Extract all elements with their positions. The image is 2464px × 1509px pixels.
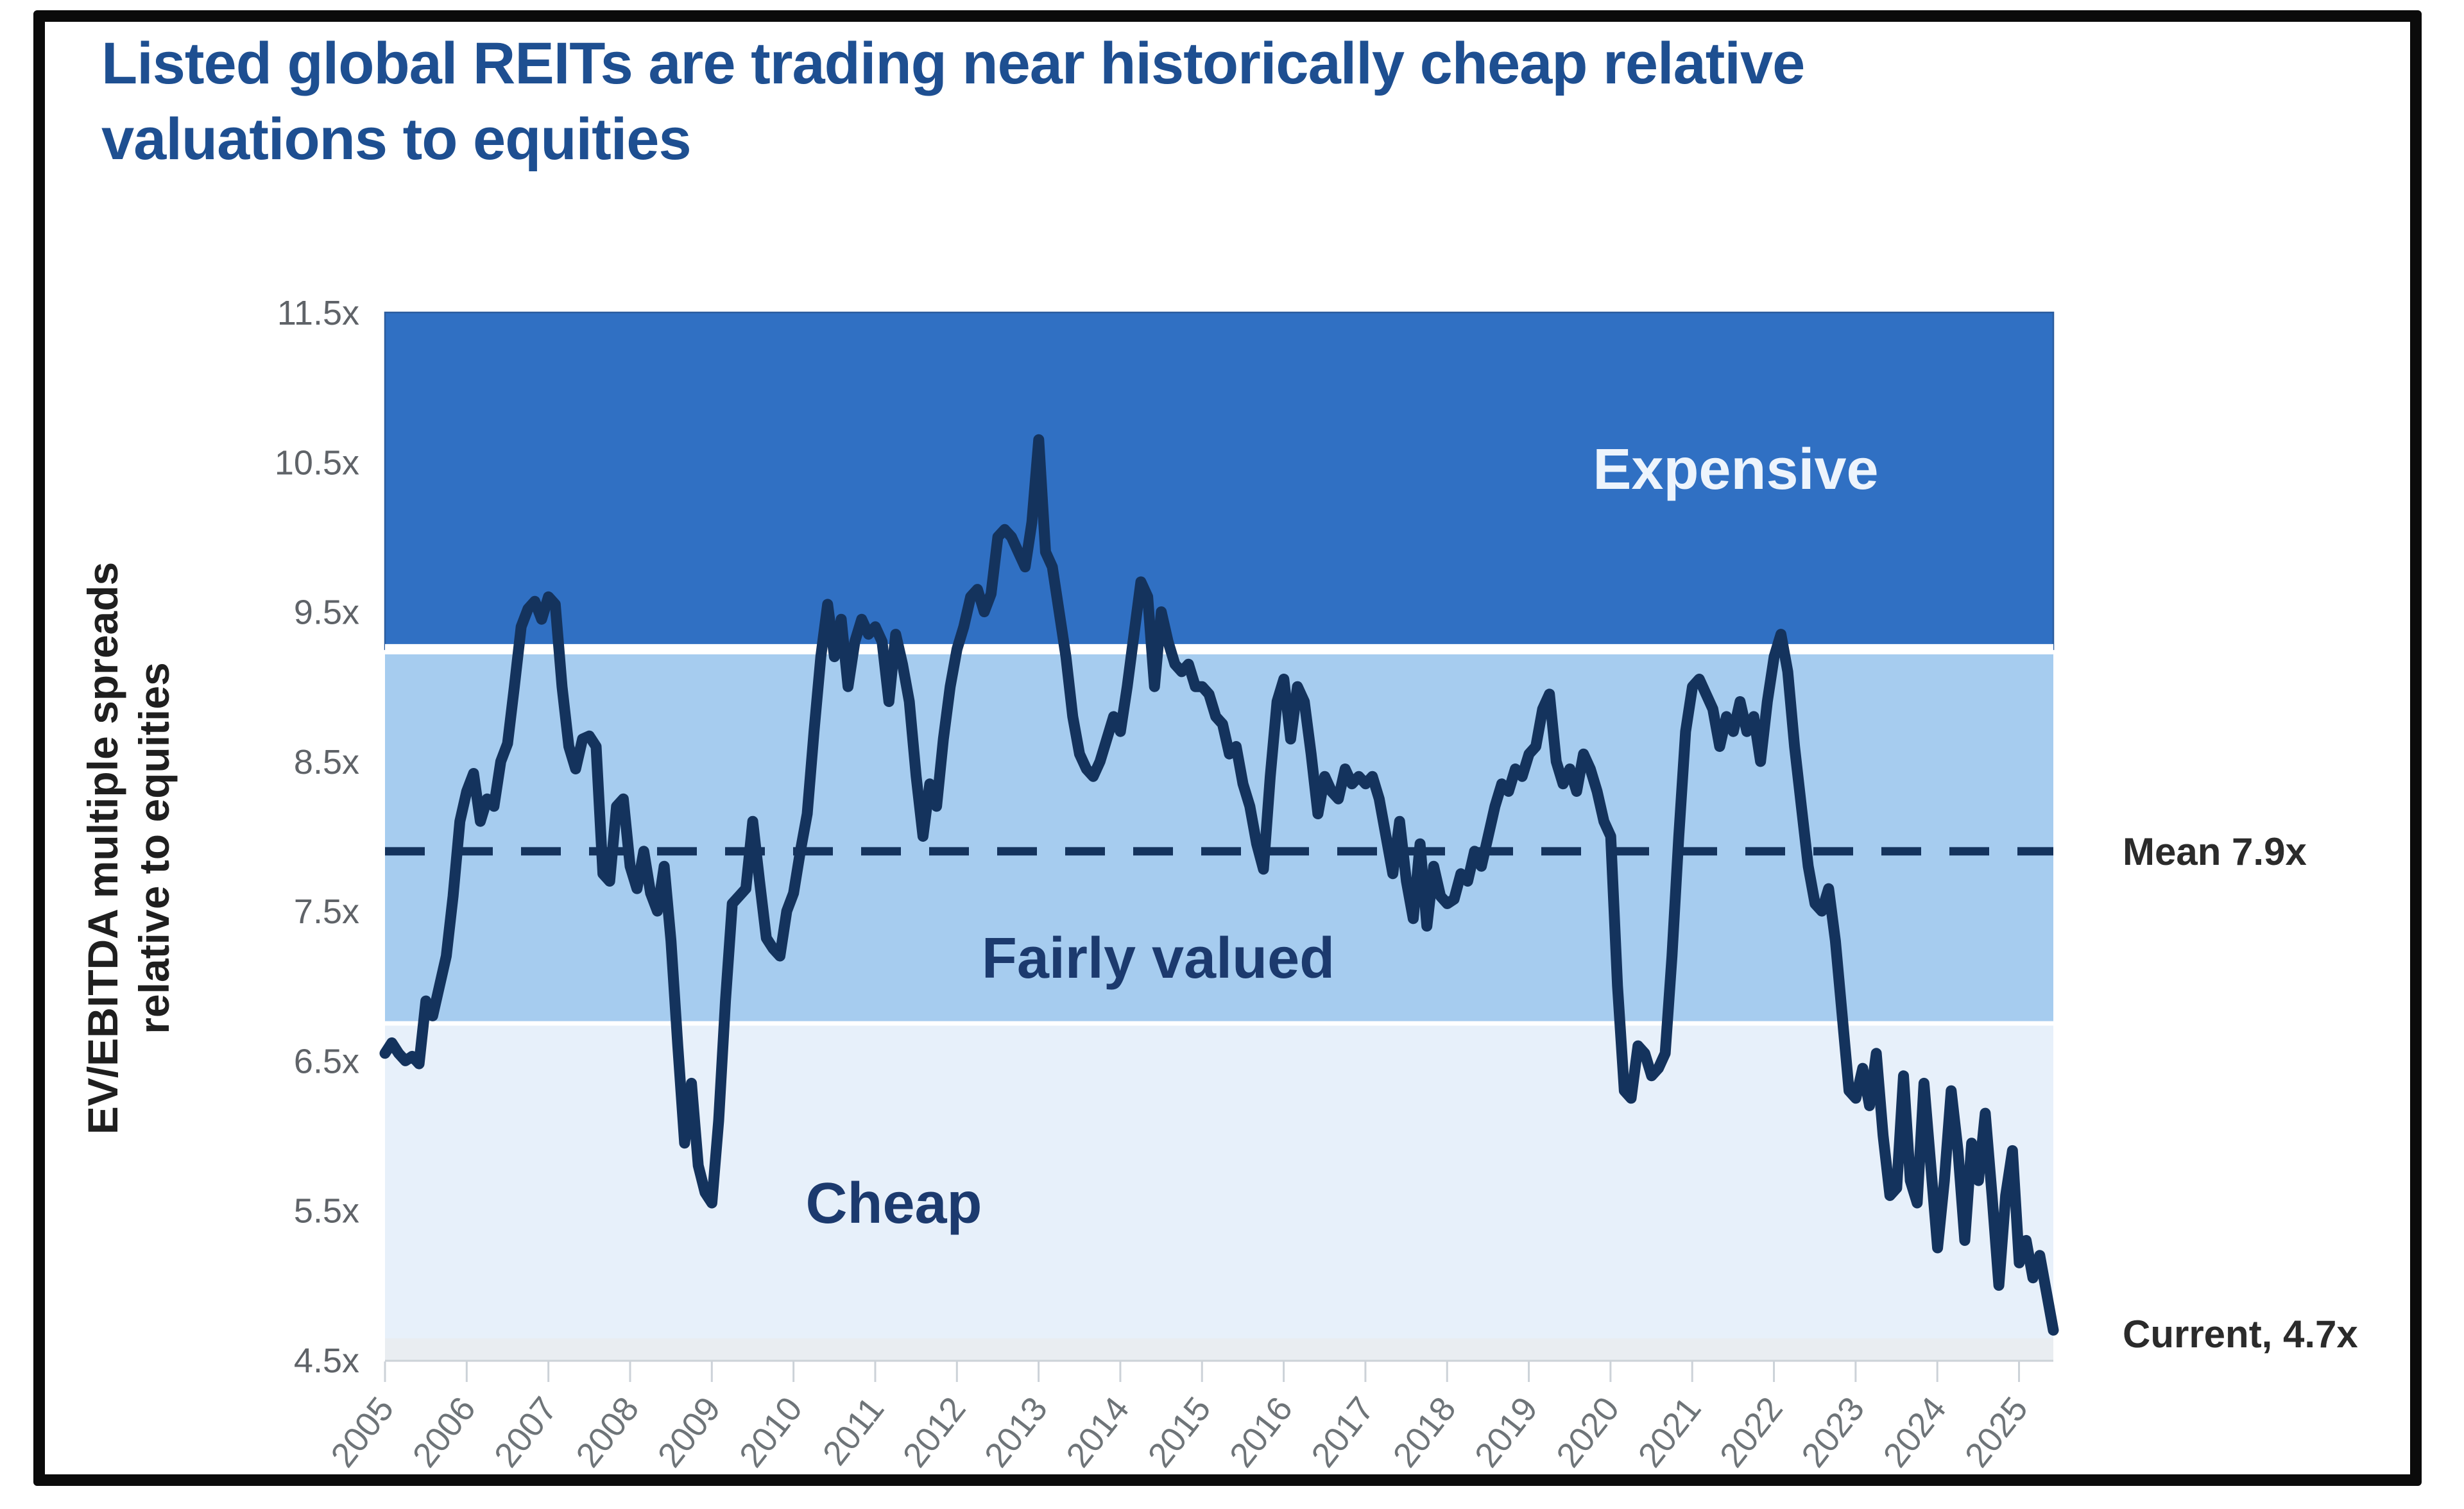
spread-line-series — [379, 434, 2059, 1336]
x-year-label: 2022 — [1713, 1390, 1790, 1474]
x-year-label: 2011 — [816, 1390, 892, 1472]
x-year-label: 2018 — [1385, 1390, 1463, 1474]
y-tick-label: 9.5x — [294, 593, 359, 632]
x-year-label: 2013 — [977, 1390, 1055, 1474]
y-tick-label: 7.5x — [294, 892, 359, 931]
x-year-label: 2025 — [1958, 1390, 2035, 1474]
y-tick-label: 8.5x — [294, 743, 359, 781]
x-year-label: 2005 — [323, 1390, 401, 1474]
zone-bands — [384, 311, 2055, 1360]
x-year-label: 2020 — [1549, 1390, 1627, 1474]
chart-title: Listed global REITs are trading near his… — [101, 26, 2283, 177]
x-year-label: 2019 — [1467, 1390, 1545, 1474]
mean-annotation-label: Mean 7.9x — [2123, 830, 2307, 873]
baseline-band — [385, 1338, 2053, 1360]
x-year-label: 2012 — [895, 1390, 973, 1474]
x-year-label: 2023 — [1794, 1390, 1872, 1474]
zone-expensive-band — [384, 311, 2055, 651]
x-year-label: 2016 — [1222, 1390, 1300, 1474]
x-year-label: 2021 — [1630, 1390, 1708, 1474]
zone-cheap-band — [385, 1023, 2053, 1360]
chart-labels: Expensive Fairly valued Cheap Mean 7.9x … — [79, 438, 2358, 1356]
x-year-label: 2015 — [1140, 1390, 1218, 1474]
x-year-label: 2024 — [1876, 1390, 1953, 1474]
chart-title-line2: valuations to equities — [101, 107, 692, 172]
x-year-label: 2009 — [651, 1390, 728, 1474]
x-year-label: 2017 — [1304, 1390, 1382, 1474]
y-tick-label: 5.5x — [294, 1192, 359, 1231]
y-tick-label: 4.5x — [294, 1342, 359, 1380]
current-annotation-label: Current, 4.7x — [2123, 1313, 2358, 1356]
zone-label-cheap: Cheap — [805, 1172, 982, 1236]
y-tick-label: 6.5x — [294, 1042, 359, 1080]
chart-title-line1: Listed global REITs are trading near his… — [101, 31, 1805, 96]
series — [379, 434, 2059, 1336]
y-axis-title-line1: EV/EBITDA multiple spreads — [79, 562, 126, 1134]
x-year-label: 2007 — [487, 1390, 565, 1474]
x-year-label: 2008 — [569, 1390, 646, 1474]
y-axis-title-line2: relative to equities — [130, 662, 178, 1034]
x-year-label: 2006 — [406, 1390, 483, 1474]
zone-label-fairly-valued: Fairly valued — [982, 926, 1335, 991]
x-year-label: 2010 — [732, 1390, 810, 1474]
y-tick-label: 10.5x — [275, 443, 359, 482]
x-year-label: 2014 — [1059, 1390, 1136, 1474]
y-tick-label: 11.5x — [277, 294, 359, 332]
zone-label-expensive: Expensive — [1593, 438, 1878, 502]
